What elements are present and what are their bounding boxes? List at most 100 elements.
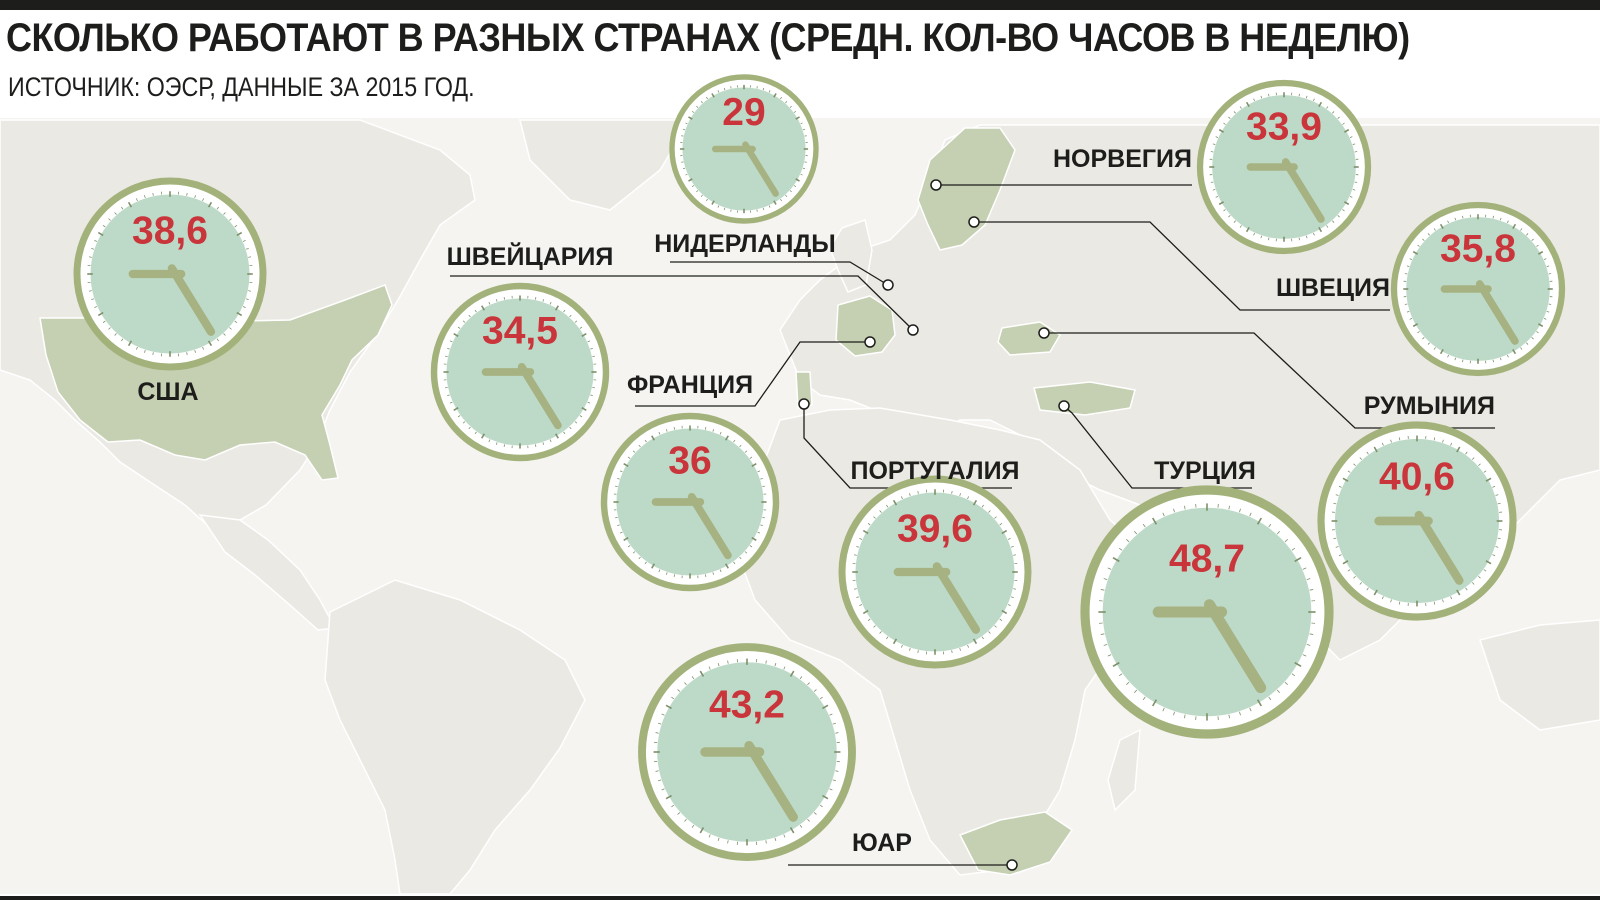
clock-tick: [1268, 237, 1270, 241]
clock-tick: [1439, 348, 1444, 355]
clock-tick: [121, 338, 124, 342]
clock-tick: [108, 218, 111, 221]
clock-tick: [1497, 537, 1501, 540]
clock-tick: [97, 311, 104, 317]
clock-4: 39,6: [838, 475, 1032, 669]
clock-tick: [229, 218, 232, 221]
clock-tick: [1512, 223, 1517, 230]
clock-tick: [780, 96, 782, 100]
clock-tick: [751, 536, 757, 541]
clock-tick: [760, 477, 763, 480]
clock-tick: [449, 401, 453, 404]
clock-tick: [1126, 539, 1130, 543]
clock-tick: [1268, 523, 1272, 528]
clock-tick: [1223, 209, 1226, 212]
clock-tick: [1210, 151, 1214, 153]
location-dot: [907, 324, 919, 336]
clock-tick: [1478, 463, 1481, 467]
clock-tick: [1284, 681, 1288, 685]
clock-tick: [1422, 238, 1425, 241]
clock-tick: [462, 320, 466, 323]
clock-tick: [785, 194, 788, 197]
clock-tick: [1305, 95, 1308, 99]
clock-tick: [717, 663, 720, 667]
clock-tick: [1335, 546, 1339, 548]
clock-tick: [1447, 220, 1449, 224]
clock-tick: [691, 824, 695, 828]
clock-tick: [1347, 569, 1351, 572]
clock-tick: [447, 347, 450, 350]
clock-tick: [1450, 442, 1453, 446]
clock-1: 34,5: [430, 282, 610, 462]
clock-tick: [503, 444, 506, 447]
clock-tick: [468, 314, 471, 318]
clock-tick: [1001, 609, 1008, 615]
location-dot: [882, 279, 894, 291]
bottom-rule: [0, 896, 1600, 900]
clock-tick: [1337, 215, 1340, 218]
clock-tick: [223, 333, 226, 336]
clock-tick: [1366, 451, 1369, 455]
connector-line: [670, 261, 889, 286]
top-rule: [0, 0, 1600, 10]
clock-tick: [733, 561, 736, 565]
clock-tick: [1306, 644, 1311, 646]
clock-tick: [684, 682, 687, 686]
clock-tick: [554, 305, 559, 311]
clock-tick: [1495, 546, 1499, 548]
land-southeast-asia: [1479, 619, 1600, 731]
clock-tick: [760, 524, 763, 527]
clock-tick: [706, 198, 708, 202]
clock-tick: [1456, 446, 1461, 453]
clock-tick: [835, 732, 839, 734]
clock-tick: [88, 290, 92, 292]
clock-tick: [474, 431, 477, 435]
clock-value: 43,2: [709, 683, 785, 726]
clock-tick: [242, 239, 246, 242]
clock-tick: [793, 111, 797, 113]
country-south-africa: [958, 811, 1074, 876]
clock-tick: [677, 689, 681, 692]
clock-tick: [1485, 560, 1492, 565]
clock-tick: [592, 355, 595, 358]
clock-tick: [793, 185, 797, 187]
clock-tick: [673, 427, 676, 430]
clock-tick: [1291, 547, 1296, 551]
clock-tick: [1465, 451, 1468, 455]
clock-tick: [1343, 128, 1350, 133]
land-greenland: [519, 119, 692, 211]
clock-tick: [829, 713, 833, 716]
clock-tick: [959, 647, 961, 651]
clock-5: 33,9: [1196, 79, 1372, 255]
clock-tick: [474, 309, 477, 313]
clock-tick: [248, 256, 252, 258]
clock-tick: [186, 352, 188, 356]
clock-tick: [712, 572, 715, 575]
clock-tick: [1447, 354, 1449, 358]
clock-tick: [879, 631, 882, 634]
clock-tick: [959, 493, 961, 497]
clock-tick: [1162, 707, 1165, 712]
clock-tick: [661, 713, 665, 716]
clock-tick: [542, 299, 545, 302]
clock-tick: [457, 326, 461, 329]
clock-tick: [236, 231, 243, 237]
clock-tick: [999, 618, 1003, 621]
clock-tick: [1507, 220, 1509, 224]
clock-tick: [1546, 265, 1550, 268]
clock-tick: [807, 682, 810, 686]
clock-tick: [739, 444, 742, 448]
clock-tick: [1268, 93, 1270, 97]
clock-tick: [802, 128, 806, 131]
clock-tick: [719, 431, 722, 435]
clock-tick: [708, 834, 711, 838]
clock-tick: [819, 804, 823, 808]
clock-tick: [617, 524, 620, 527]
clock-tick: [1373, 589, 1378, 596]
country-turkey: [1033, 381, 1136, 416]
clock-tick: [951, 490, 953, 494]
clock-tick: [749, 456, 753, 459]
clock-tick: [685, 173, 688, 176]
clock-tick: [671, 804, 675, 808]
clock-tick: [1543, 258, 1547, 260]
